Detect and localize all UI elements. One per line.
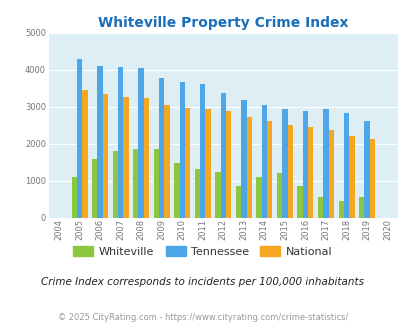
Bar: [266, 121, 272, 218]
Bar: [317, 197, 322, 218]
Bar: [307, 127, 313, 218]
Bar: [348, 137, 354, 218]
Bar: [112, 151, 117, 218]
Bar: [205, 109, 210, 218]
Bar: [364, 121, 369, 218]
Title: Whiteville Property Crime Index: Whiteville Property Crime Index: [98, 16, 347, 30]
Bar: [276, 174, 281, 218]
Text: © 2025 CityRating.com - https://www.cityrating.com/crime-statistics/: © 2025 CityRating.com - https://www.city…: [58, 313, 347, 322]
Bar: [194, 169, 200, 218]
Bar: [159, 78, 164, 218]
Bar: [220, 92, 226, 218]
Bar: [133, 149, 138, 218]
Bar: [246, 117, 251, 218]
Bar: [71, 177, 77, 218]
Bar: [297, 186, 302, 218]
Text: Crime Index corresponds to incidents per 100,000 inhabitants: Crime Index corresponds to incidents per…: [41, 278, 364, 287]
Bar: [77, 59, 82, 218]
Bar: [241, 100, 246, 218]
Bar: [343, 113, 348, 218]
Bar: [164, 105, 169, 218]
Bar: [102, 94, 108, 218]
Bar: [235, 186, 241, 218]
Bar: [256, 177, 261, 218]
Bar: [287, 125, 292, 218]
Legend: Whiteville, Tennessee, National: Whiteville, Tennessee, National: [69, 242, 336, 261]
Bar: [200, 84, 205, 218]
Bar: [97, 66, 102, 218]
Bar: [82, 90, 87, 218]
Bar: [338, 201, 343, 218]
Bar: [153, 149, 159, 218]
Bar: [92, 159, 97, 218]
Bar: [215, 172, 220, 218]
Bar: [281, 109, 287, 218]
Bar: [358, 197, 364, 218]
Bar: [328, 130, 333, 218]
Bar: [143, 98, 149, 218]
Bar: [261, 105, 266, 218]
Bar: [184, 108, 190, 218]
Bar: [226, 111, 231, 218]
Bar: [123, 97, 128, 218]
Bar: [174, 163, 179, 218]
Bar: [179, 82, 184, 218]
Bar: [369, 139, 374, 218]
Bar: [322, 109, 328, 218]
Bar: [138, 68, 143, 218]
Bar: [117, 67, 123, 218]
Bar: [302, 111, 307, 218]
